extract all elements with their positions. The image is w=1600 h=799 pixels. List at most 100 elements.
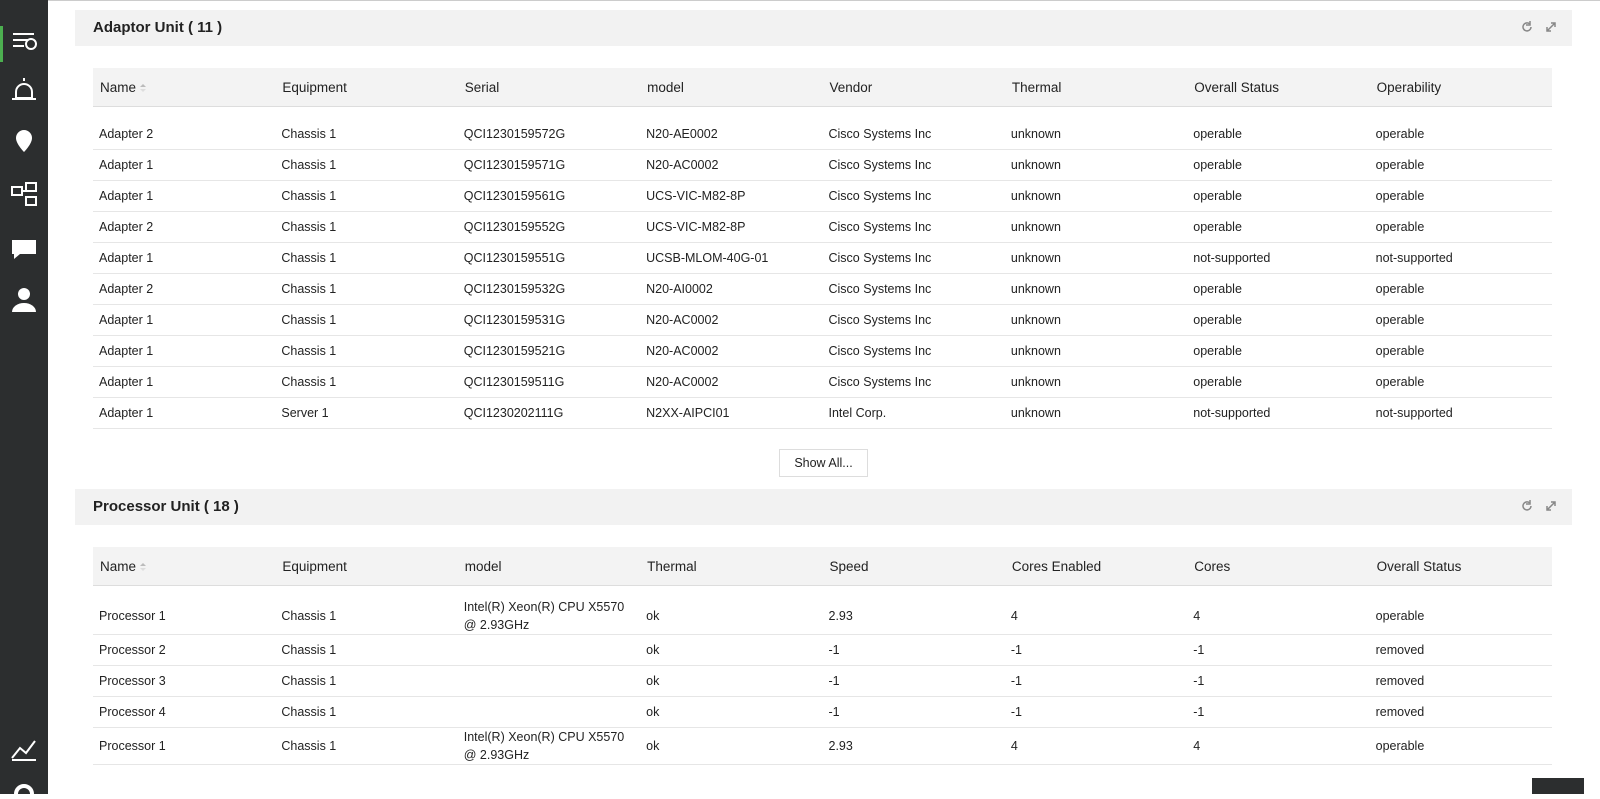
table-cell: Adapter 1	[93, 397, 276, 429]
table-cell: operable	[1369, 304, 1552, 336]
column-header[interactable]: Thermal	[640, 547, 823, 586]
panel-title: Processor Unit ( 18 )	[93, 498, 239, 515]
table-cell: Chassis 1	[275, 106, 458, 150]
table-cell: -1	[1187, 696, 1370, 728]
table-cell: Adapter 1	[93, 304, 276, 336]
table-cell: Chassis 1	[275, 696, 458, 728]
table-cell: ok	[640, 634, 823, 666]
table-cell: N20-AC0002	[640, 366, 823, 398]
header-row: Name Equipment model Thermal Speed Cores Enab…	[93, 547, 1552, 586]
table-cell: Cisco Systems Inc	[822, 211, 1005, 243]
column-header[interactable]: Serial	[457, 68, 641, 107]
icon-map[interactable]	[16, 130, 32, 152]
table-cell: N20-AC0002	[640, 304, 823, 336]
column-label: Cores Enabled	[1011, 558, 1102, 574]
processor-table: Name Equipment model Thermal Speed Cores Enab…	[93, 547, 1552, 765]
column-header[interactable]: Name	[93, 68, 276, 107]
table-cell: unknown	[1004, 149, 1188, 181]
table-cell: QCI1230159532G	[457, 273, 641, 305]
processor-panel: Processor Unit ( 18 ) Name Equipment model…	[75, 489, 1572, 765]
table-cell: N20-AC0002	[640, 149, 823, 181]
table-cell: 4	[1004, 585, 1188, 635]
table-cell: Intel(R) Xeon(R) CPU X5570 @ 2.93GHz	[457, 585, 641, 635]
table-row: Processor 1 Chassis 1 Intel(R) Xeon(R) CPU…	[93, 585, 1552, 635]
table-cell: operable	[1369, 727, 1552, 765]
column-header[interactable]: Operability	[1369, 68, 1552, 107]
table-cell: Adapter 1	[93, 366, 276, 398]
table-cell: Chassis 1	[275, 304, 458, 336]
column-header[interactable]: Cores Enabled	[1004, 547, 1188, 586]
expand-button[interactable]	[1544, 20, 1558, 34]
table-cell: Adapter 1	[93, 149, 276, 181]
table-cell: removed	[1369, 665, 1552, 697]
column-label: Thermal	[647, 558, 697, 574]
column-header[interactable]: Cores	[1187, 547, 1370, 586]
table-cell: Processor 1	[93, 585, 276, 635]
table-cell	[457, 634, 641, 666]
table-cell: QCI1230159561G	[457, 180, 641, 212]
column-header[interactable]: Equipment	[275, 68, 458, 107]
table-row: Adapter 1 Chassis 1 QCI1230159511G N20-AC00…	[93, 366, 1552, 398]
table-cell: QCI1230159521G	[457, 335, 641, 367]
column-header[interactable]: Overall Status	[1187, 68, 1370, 107]
table-cell: Chassis 1	[275, 634, 458, 666]
column-header[interactable]: Equipment	[275, 547, 458, 586]
table-cell: Cisco Systems Inc	[822, 335, 1005, 367]
column-label: Name	[100, 558, 137, 574]
column-label: Thermal	[1011, 79, 1062, 95]
table-cell: ok	[640, 665, 823, 697]
column-header[interactable]: Thermal	[1004, 68, 1188, 107]
table-row: Adapter 1 Chassis 1 QCI1230159561G UCS-VIC-…	[93, 180, 1552, 212]
table-row: Adapter 1 Chassis 1 QCI1230159571G N20-AC00…	[93, 149, 1552, 181]
table-cell: unknown	[1004, 304, 1188, 336]
table-cell: not-supported	[1369, 397, 1552, 429]
table-cell: Chassis 1	[275, 665, 458, 697]
icon-dashboard[interactable]	[13, 33, 37, 50]
column-label: Overall Status	[1376, 558, 1462, 574]
icon-settings[interactable]	[14, 784, 34, 799]
table-cell: Chassis 1	[275, 366, 458, 398]
table-cell: unknown	[1004, 335, 1188, 367]
column-header[interactable]: Speed	[822, 547, 1005, 586]
corner-widget	[1532, 778, 1584, 794]
icon-topology[interactable]	[11, 182, 37, 206]
table-cell: -1	[1004, 665, 1188, 697]
table-cell: Chassis 1	[275, 211, 458, 243]
table-cell: Intel(R) Xeon(R) CPU X5570 @ 2.93GHz	[457, 727, 641, 765]
column-header[interactable]: model	[640, 68, 823, 107]
icon-chat[interactable]	[12, 240, 36, 259]
column-header[interactable]: Overall Status	[1369, 547, 1552, 586]
column-label: Serial	[464, 79, 500, 95]
table-cell: unknown	[1004, 180, 1188, 212]
table-cell: 2.93	[822, 585, 1005, 635]
column-label: Equipment	[282, 558, 347, 574]
refresh-button[interactable]	[1520, 20, 1534, 34]
table-row: Processor 1 Chassis 1 Intel(R) Xeon(R) CPU…	[93, 727, 1552, 765]
table-row: Adapter 1 Server 1 QCI1230202111G N2XX-AIPC…	[93, 397, 1552, 429]
table-cell: Adapter 2	[93, 273, 276, 305]
icon-reports[interactable]	[11, 740, 36, 759]
table-cell: operable	[1369, 149, 1552, 181]
table-cell: Adapter 2	[93, 211, 276, 243]
column-header[interactable]: Name	[93, 547, 276, 586]
table-cell: N2XX-AIPCI01	[640, 397, 823, 429]
icon-alarms[interactable]	[12, 78, 36, 100]
table-cell: Chassis 1	[275, 335, 458, 367]
button-row: Show All...	[75, 429, 1572, 489]
icon-user[interactable]	[12, 288, 36, 312]
table-cell: not-supported	[1369, 242, 1552, 274]
show-all-button[interactable]: Show All...	[779, 449, 868, 477]
table-cell: operable	[1369, 585, 1552, 635]
column-header[interactable]: model	[457, 547, 641, 586]
column-header[interactable]: Vendor	[822, 68, 1005, 107]
table-cell: QCI1230159511G	[457, 366, 641, 398]
refresh-button[interactable]	[1520, 499, 1534, 513]
column-label: Overall Status	[1194, 79, 1280, 95]
expand-button[interactable]	[1544, 499, 1558, 513]
table-cell: unknown	[1004, 211, 1188, 243]
table-head: Name Equipment Serial model Vendor Thermal Ove…	[93, 68, 1552, 107]
table-cell: operable	[1187, 335, 1370, 367]
table-cell: QCI1230159551G	[457, 242, 641, 274]
table-row: Adapter 1 Chassis 1 QCI1230159521G N20-AC00…	[93, 335, 1552, 367]
